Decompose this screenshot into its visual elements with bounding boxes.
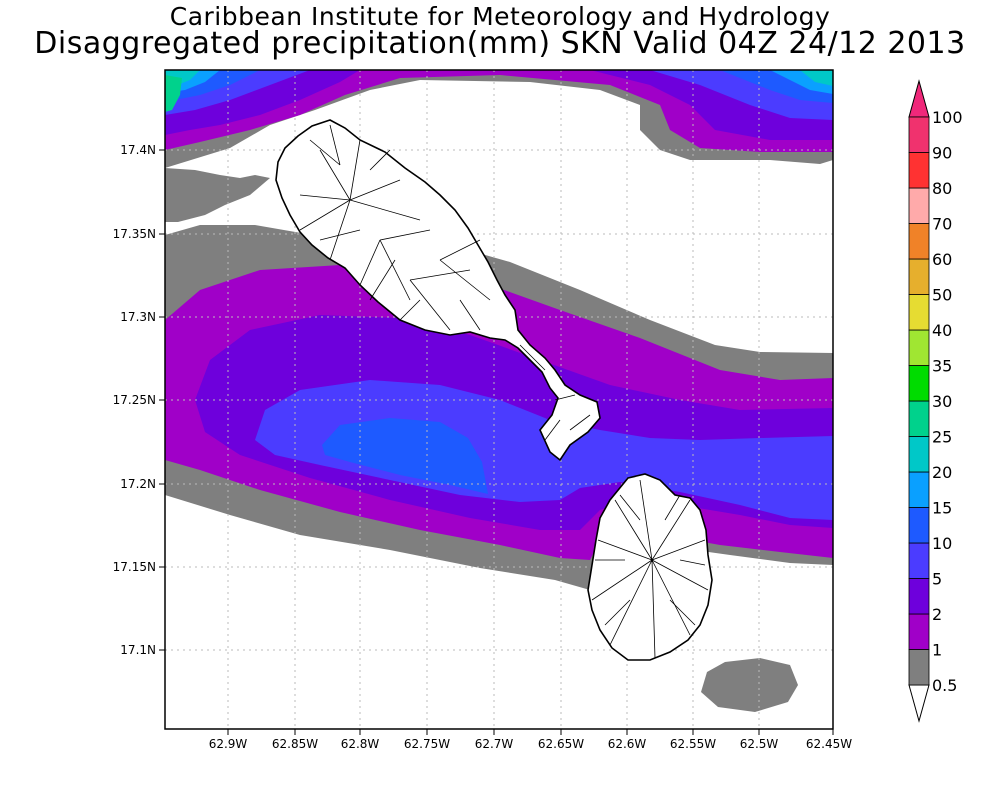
st-kitts-drainage bbox=[299, 124, 591, 441]
x-tick-label: 62.85W bbox=[272, 737, 318, 751]
title-line-1: Caribbean Institute for Meteorology and … bbox=[169, 2, 831, 31]
x-tick-label: 62.8W bbox=[341, 737, 380, 751]
x-tick-label: 62.55W bbox=[670, 737, 716, 751]
precip-contour-20-ne bbox=[800, 70, 833, 86]
legend-swatch bbox=[908, 116, 930, 153]
legend-top-arrow bbox=[908, 79, 930, 118]
precipitation-field bbox=[165, 70, 833, 712]
legend-swatch bbox=[908, 329, 930, 366]
island-nevis bbox=[587, 473, 713, 661]
legend-swatch bbox=[908, 400, 930, 437]
legend-swatch bbox=[908, 152, 930, 189]
legend-swatch bbox=[908, 613, 930, 650]
legend-level-label: 60 bbox=[932, 250, 952, 269]
legend-level-label: 5 bbox=[932, 570, 942, 589]
y-tick-label: 17.2N bbox=[120, 477, 156, 491]
legend-swatch bbox=[908, 187, 930, 224]
nevis-drainage bbox=[591, 479, 709, 659]
legend-swatch bbox=[908, 578, 930, 615]
legend-level-label: 100 bbox=[932, 108, 963, 127]
legend-level-label: 1 bbox=[932, 641, 942, 660]
legend-swatch bbox=[908, 507, 930, 544]
y-tick-label: 17.4N bbox=[120, 143, 156, 157]
precip-contour-0-5-blob bbox=[701, 658, 798, 712]
legend-swatch bbox=[908, 436, 930, 473]
legend-swatch bbox=[908, 294, 930, 331]
precip-contour-10-core bbox=[322, 418, 488, 494]
legend-level-label: 70 bbox=[932, 215, 952, 234]
x-tick-label: 62.6W bbox=[608, 737, 647, 751]
tick-marks bbox=[159, 149, 834, 735]
legend-level-label: 40 bbox=[932, 321, 952, 340]
x-tick-label: 62.65W bbox=[538, 737, 584, 751]
legend-level-label: 50 bbox=[932, 286, 952, 305]
y-tick-label: 17.1N bbox=[120, 643, 156, 657]
legend-level-label: 30 bbox=[932, 392, 952, 411]
x-tick-label: 62.5W bbox=[740, 737, 779, 751]
legend-swatch bbox=[908, 542, 930, 579]
y-tick-label: 17.3N bbox=[120, 310, 156, 324]
precip-contour-25 bbox=[165, 75, 182, 112]
y-axis-labels: 17.4N 17.35N 17.3N 17.25N 17.2N 17.15N 1… bbox=[113, 143, 156, 657]
nevis-coastline bbox=[587, 473, 713, 661]
legend-swatch bbox=[908, 258, 930, 295]
precip-contour-5-core bbox=[255, 380, 833, 520]
island-st-kitts bbox=[275, 119, 601, 462]
legend-level-label: 35 bbox=[932, 357, 952, 376]
legend-swatch bbox=[908, 365, 930, 402]
title-line-2: Disaggregated precipitation(mm) SKN Vali… bbox=[34, 26, 966, 61]
x-tick-label: 62.9W bbox=[209, 737, 248, 751]
legend-level-label: 90 bbox=[932, 144, 952, 163]
legend-level-label: 25 bbox=[932, 428, 952, 447]
x-tick-label: 62.75W bbox=[404, 737, 450, 751]
legend-level-label: 2 bbox=[932, 605, 942, 624]
x-tick-label: 62.7W bbox=[475, 737, 514, 751]
x-tick-label: 62.45W bbox=[806, 737, 852, 751]
legend-swatch bbox=[908, 649, 930, 686]
legend-level-label: 10 bbox=[932, 534, 952, 553]
st-kitts-coastline bbox=[275, 119, 601, 462]
legend-swatch bbox=[908, 471, 930, 508]
y-tick-label: 17.25N bbox=[113, 393, 156, 407]
precip-contour-0-5-west bbox=[165, 168, 270, 222]
legend-level-label: 0.5 bbox=[932, 676, 957, 695]
x-axis-labels: 62.9W 62.85W 62.8W 62.75W 62.7W 62.65W 6… bbox=[209, 737, 853, 751]
legend-swatch bbox=[908, 223, 930, 260]
y-tick-label: 17.35N bbox=[113, 227, 156, 241]
legend-level-label: 20 bbox=[932, 463, 952, 482]
legend-bottom-arrow bbox=[908, 684, 930, 723]
legend-level-label: 80 bbox=[932, 179, 952, 198]
legend-level-label: 15 bbox=[932, 499, 952, 518]
y-tick-label: 17.15N bbox=[113, 560, 156, 574]
